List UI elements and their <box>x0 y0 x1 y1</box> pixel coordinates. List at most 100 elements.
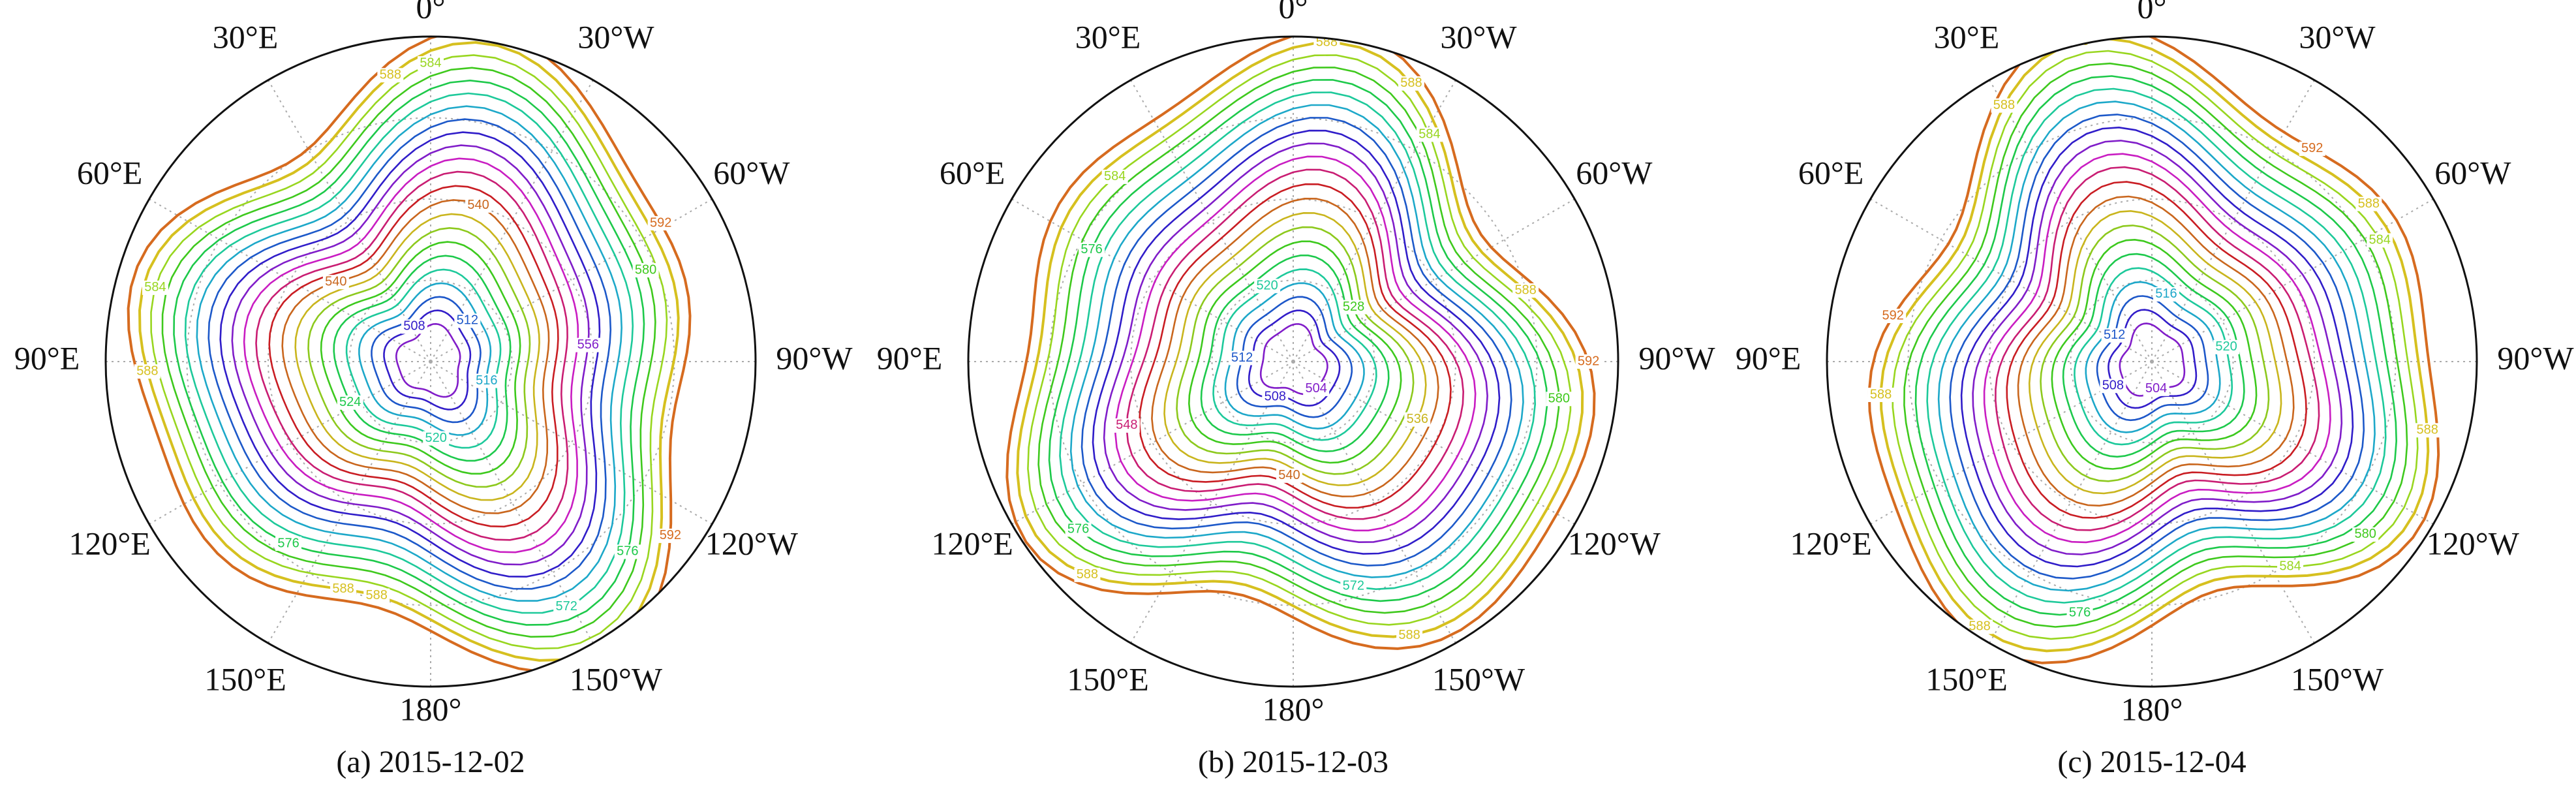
contour-label: 584 <box>2279 559 2301 574</box>
panel-caption: (c) 2015-12-04 <box>2057 745 2246 779</box>
meridian <box>1293 198 1575 362</box>
meridian <box>1130 361 1294 644</box>
contour-label: 512 <box>457 313 478 328</box>
longitude-label: 60°E <box>1798 154 1864 191</box>
contour-label: 580 <box>635 262 656 277</box>
contour-line <box>1236 296 1353 418</box>
longitude-label: 150°W <box>1432 661 1526 697</box>
contour-label: 516 <box>2155 287 2177 301</box>
longitude-label: 30°E <box>213 19 279 55</box>
contour-line <box>255 170 569 541</box>
contour-label: 508 <box>1265 390 1286 404</box>
contour-label: 576 <box>2069 605 2091 619</box>
longitude-label: 90°E <box>14 339 80 376</box>
longitude-label: 60°W <box>713 154 790 191</box>
contour-line <box>1983 153 2331 544</box>
longitude-label: 180° <box>1263 691 1325 727</box>
meridian <box>1293 361 1456 644</box>
contour-label: 588 <box>380 68 401 82</box>
longitude-label: 150°W <box>2291 661 2384 697</box>
contour-label: 556 <box>577 337 599 352</box>
contour-line <box>320 241 521 475</box>
contour-line <box>127 37 692 674</box>
longitude-label: 60°E <box>77 154 143 191</box>
contour-line <box>1114 155 1477 532</box>
contour-line <box>1224 282 1365 430</box>
longitude-label: 30°E <box>1075 19 1141 55</box>
contour-label: 572 <box>1343 579 1364 593</box>
contour-label: 588 <box>136 364 158 378</box>
contour-line <box>268 185 559 528</box>
contour-line <box>1027 54 1572 626</box>
contour-line <box>1069 104 1524 578</box>
contour-line <box>371 296 482 424</box>
contour-label: 588 <box>1398 628 1420 642</box>
contour-line <box>395 322 461 398</box>
contour-label: 540 <box>325 274 346 288</box>
contour-label: 588 <box>1514 283 1536 297</box>
contour-line <box>231 144 590 566</box>
longitude-label: 0° <box>2138 0 2167 25</box>
contour-line <box>1200 255 1390 452</box>
contour-label: 548 <box>1116 418 1137 432</box>
contour-label: 592 <box>650 215 671 230</box>
contour-line <box>294 213 540 501</box>
contour-line <box>1005 37 1596 650</box>
contour-label: 512 <box>2104 328 2125 342</box>
contour-label: 536 <box>1407 412 1428 426</box>
longitude-label: 120°W <box>1568 525 1661 561</box>
longitude-label: 90°W <box>2497 339 2574 376</box>
contour-label: 580 <box>1548 392 1570 406</box>
contour-line <box>2028 210 2282 495</box>
panel-caption: (a) 2015-12-02 <box>336 745 525 779</box>
contour-line <box>1892 50 2419 640</box>
longitude-label: 30°W <box>2299 19 2376 55</box>
meridian <box>2151 361 2315 644</box>
contour-line <box>1016 41 1584 638</box>
meridian <box>430 361 594 644</box>
contour-label: 504 <box>2145 381 2167 396</box>
contour-line <box>2085 281 2221 433</box>
contour-label: 588 <box>1077 567 1098 582</box>
contour-label: 520 <box>2215 339 2237 354</box>
contour-label: 528 <box>1343 300 1364 314</box>
contour-line <box>1926 87 2387 604</box>
contour-line <box>243 157 579 553</box>
contour-line <box>1248 309 1341 407</box>
contour-line <box>219 131 601 578</box>
contour-label: 576 <box>617 544 638 559</box>
longitude-label: 150°E <box>1067 661 1149 697</box>
contour-label: 588 <box>1993 98 2015 112</box>
longitude-label: 30°W <box>1440 19 1517 55</box>
longitude-label: 120°W <box>705 525 799 561</box>
longitude-label: 30°E <box>1934 19 2000 55</box>
contour-label: 588 <box>1969 619 1990 634</box>
meridian <box>149 198 431 362</box>
latitude-circle <box>268 198 594 525</box>
contour-line <box>207 118 612 590</box>
contour-label: 540 <box>1278 468 1300 482</box>
contour-label: 580 <box>2355 527 2376 541</box>
longitude-label: 90°E <box>877 339 943 376</box>
latitude-circle <box>348 279 513 444</box>
contour-line <box>150 54 668 650</box>
contour-label: 576 <box>1081 242 1102 257</box>
contour-line <box>1037 67 1560 614</box>
map-boundary <box>1826 35 2478 688</box>
contour-line <box>1937 101 2376 592</box>
contour-label: 576 <box>277 536 299 550</box>
contour-label: 516 <box>476 373 497 388</box>
contour-line <box>184 92 634 614</box>
longitude-label: 180° <box>2121 691 2183 727</box>
contour-label: 520 <box>1256 279 1278 293</box>
contour-label: 592 <box>660 528 681 542</box>
longitude-label: 150°W <box>570 661 663 697</box>
contour-line <box>1212 268 1377 441</box>
contour-line <box>2062 253 2245 458</box>
longitude-label: 120°E <box>69 525 151 561</box>
longitude-label: 150°E <box>204 661 286 697</box>
contour-line <box>1059 91 1537 591</box>
longitude-label: 0° <box>1279 0 1308 25</box>
contour-label: 512 <box>1231 350 1253 365</box>
contour-line <box>196 105 623 602</box>
